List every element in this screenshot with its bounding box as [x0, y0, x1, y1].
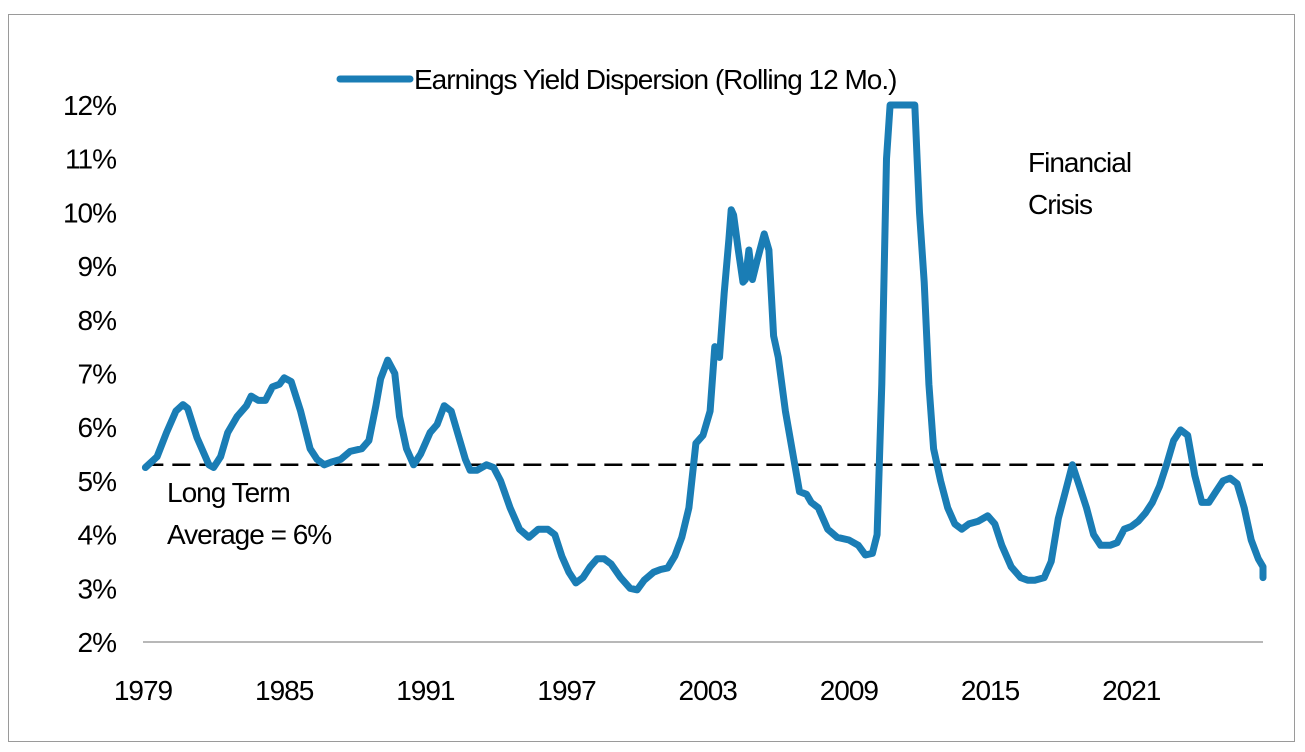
x-tick-label: 1997: [537, 675, 596, 706]
x-tick-label: 1991: [396, 675, 455, 706]
annotation-long-term-line2: Average = 6%: [167, 519, 331, 550]
y-tick-label: 10%: [63, 197, 116, 228]
y-tick-label: 3%: [78, 573, 117, 604]
legend: Earnings Yield Dispersion (Rolling 12 Mo…: [336, 64, 897, 95]
y-tick-label: 12%: [63, 90, 116, 121]
legend-label: Earnings Yield Dispersion (Rolling 12 Mo…: [414, 64, 896, 95]
series-line-earnings-yield-dispersion: [141, 101, 1267, 594]
x-tick-label: 2015: [961, 675, 1020, 706]
x-tick-label: 2009: [820, 675, 879, 706]
y-tick-label: 9%: [78, 251, 117, 282]
y-tick-label: 4%: [78, 520, 117, 551]
y-tick-label: 6%: [78, 412, 117, 443]
y-tick-label: 5%: [78, 466, 117, 497]
annotation-long-term-line1: Long Term: [167, 477, 290, 508]
y-tick-label: 8%: [78, 305, 117, 336]
y-axis-ticks: 2% 3% 4% 5% 6% 7% 8% 9% 10% 11% 12%: [63, 90, 117, 658]
y-tick-label: 7%: [78, 359, 117, 390]
x-tick-label: 1985: [255, 675, 314, 706]
annotation-financial-crisis-line2: Crisis: [1028, 189, 1092, 220]
y-tick-label: 2%: [78, 627, 117, 658]
annotation-financial-crisis-line1: Financial: [1028, 147, 1131, 178]
chart-frame: [8, 14, 1295, 742]
x-tick-label: 1979: [114, 675, 173, 706]
x-tick-label: 2003: [679, 675, 738, 706]
y-tick-label: 11%: [65, 144, 116, 175]
x-axis-ticks: 1979 1985 1991 1997 2003 2009 2015 2021: [114, 675, 1162, 706]
x-tick-label: 2021: [1102, 675, 1161, 706]
